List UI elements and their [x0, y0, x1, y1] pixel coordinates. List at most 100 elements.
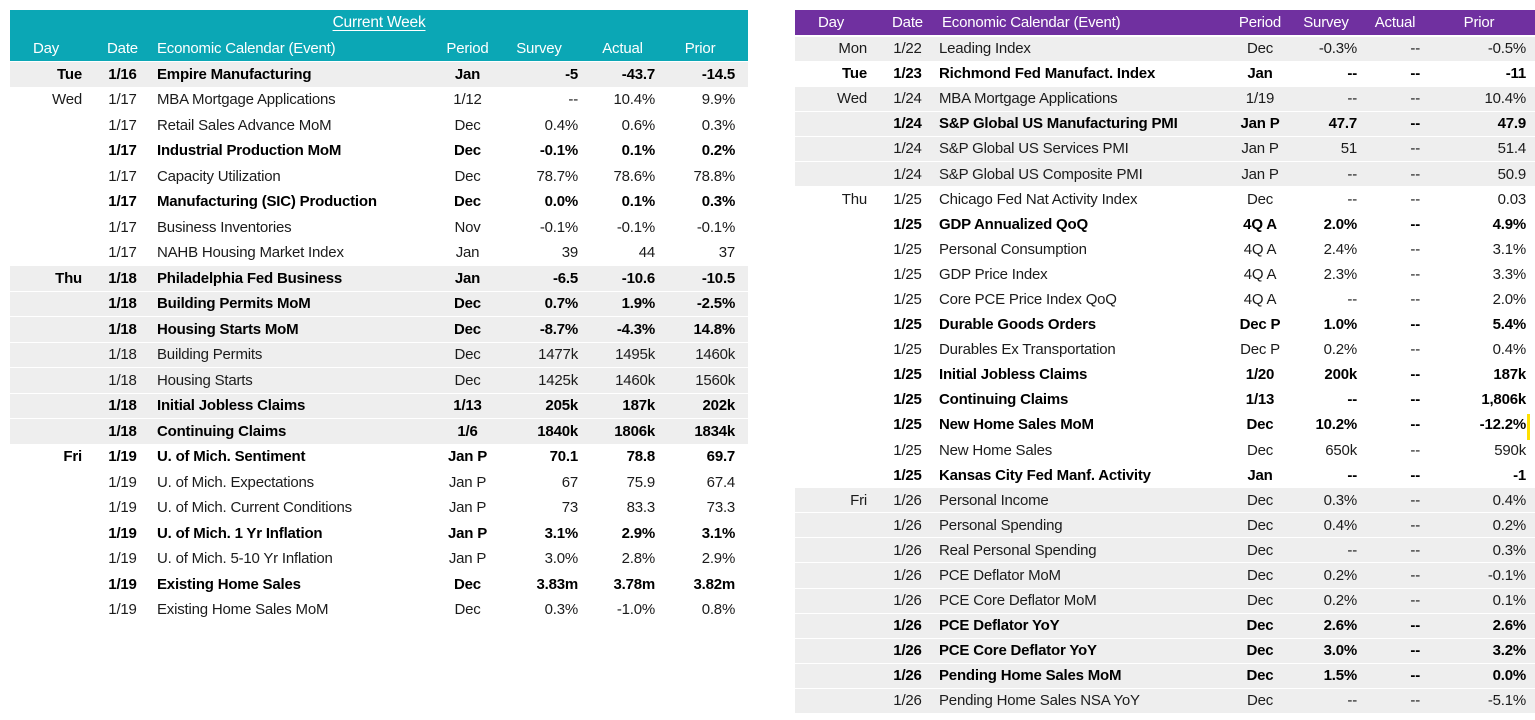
cell-survey: 0.3% [1295, 487, 1370, 514]
cell-prior: 202k [665, 393, 749, 419]
cell-survey: 78.7% [500, 163, 590, 190]
cell-period: Dec [435, 291, 500, 317]
cell-survey: 1840k [500, 418, 590, 445]
cell-period: 4Q A [1225, 236, 1295, 263]
cell-date: 1/19 [95, 571, 150, 598]
cell-date: 1/25 [880, 387, 935, 413]
column-header-survey: Survey [1295, 10, 1370, 37]
cell-event: Kansas City Fed Manf. Activity [935, 462, 1225, 489]
cell-actual: -- [1370, 562, 1432, 589]
column-header-survey: Survey [500, 36, 590, 62]
table-row: 1/18 Continuing Claims 1/6 1840k 1806k 1834k [10, 418, 749, 445]
cell-prior: 78.8% [665, 163, 749, 190]
cell-actual: -- [1370, 537, 1432, 564]
cell-date: 1/24 [880, 161, 935, 188]
cell-day: Wed [795, 86, 880, 112]
cell-prior: 69.7 [665, 444, 749, 470]
cell-actual: 2.8% [590, 546, 665, 572]
cell-date: 1/25 [880, 261, 935, 288]
cell-event: Building Permits MoM [150, 291, 435, 317]
cell-survey: 0.3% [500, 597, 590, 623]
cell-survey: -- [1295, 688, 1370, 715]
cell-day [10, 240, 95, 266]
cell-actual: -0.1% [590, 214, 665, 241]
cell-event: Initial Jobless Claims [935, 362, 1225, 388]
cell-period: Jan P [435, 520, 500, 547]
cell-actual: -- [1370, 437, 1432, 464]
column-header-day: Day [10, 36, 95, 62]
cell-day [795, 286, 880, 313]
cell-survey: -- [500, 87, 590, 113]
cell-period: Jan P [435, 546, 500, 572]
cell-date: 1/18 [95, 342, 150, 368]
cell-survey: -6.5 [500, 265, 590, 292]
cell-actual: -- [1370, 61, 1432, 87]
cell-event: PCE Core Deflator YoY [935, 638, 1225, 664]
cell-prior: 1460k [665, 342, 749, 368]
cell-prior: 3.3% [1432, 261, 1535, 288]
cell-day [10, 520, 95, 547]
cell-prior: 4.9% [1432, 211, 1535, 238]
cell-period: Dec [435, 112, 500, 139]
current-week-body: Tue 1/16 Empire Manufacturing Jan -5 -43.7 -14… [10, 61, 749, 623]
cell-survey: 2.0% [1295, 211, 1370, 238]
cell-survey: 70.1 [500, 444, 590, 470]
cell-prior: 3.2% [1432, 638, 1535, 664]
cell-day [10, 342, 95, 368]
table-row: Tue 1/23 Richmond Fed Manufact. Index Jan --… [795, 61, 1535, 87]
cell-period: Dec [1225, 688, 1295, 715]
cell-actual: -- [1370, 261, 1432, 288]
cell-event: PCE Core Deflator MoM [935, 588, 1225, 614]
cell-survey: 0.4% [500, 112, 590, 139]
cell-event: Manufacturing (SIC) Production [150, 189, 435, 215]
cell-day [10, 546, 95, 572]
cell-event: Existing Home Sales MoM [150, 597, 435, 623]
column-header-event: Economic Calendar (Event) [935, 10, 1225, 37]
cell-period: Dec [435, 163, 500, 190]
cell-day: Thu [10, 265, 95, 292]
cell-actual: -1.0% [590, 597, 665, 623]
cell-date: 1/26 [880, 638, 935, 664]
cell-actual: 83.3 [590, 495, 665, 521]
cell-prior: 0.4% [1432, 337, 1535, 363]
cell-survey: 200k [1295, 362, 1370, 388]
cell-survey: -- [1295, 387, 1370, 413]
cell-actual: -- [1370, 362, 1432, 388]
cell-day [10, 316, 95, 343]
cell-actual: -- [1370, 286, 1432, 313]
current-week-header-row: Day Date Economic Calendar (Event) Period Su… [10, 36, 749, 62]
cell-survey: 0.2% [1295, 562, 1370, 589]
cell-date: 1/25 [880, 337, 935, 363]
cell-survey: 3.1% [500, 520, 590, 547]
column-header-date: Date [95, 36, 150, 62]
table-row: 1/25 New Home Sales MoM Dec 10.2% -- -12.2% [795, 412, 1535, 439]
cell-date: 1/25 [880, 186, 935, 213]
cell-survey: 1.5% [1295, 663, 1370, 689]
cell-date: 1/25 [880, 312, 935, 338]
cell-event: Retail Sales Advance MoM [150, 112, 435, 139]
cell-survey: 67 [500, 469, 590, 496]
cell-prior: 5.4% [1432, 312, 1535, 338]
cell-actual: -- [1370, 211, 1432, 238]
cell-date: 1/19 [95, 520, 150, 547]
cell-actual: -- [1370, 312, 1432, 338]
cell-date: 1/23 [880, 61, 935, 87]
cell-prior: 37 [665, 240, 749, 266]
table-row: 1/24 S&P Global US Services PMI Jan P 51 -- 5… [795, 136, 1535, 162]
cell-event: MBA Mortgage Applications [150, 87, 435, 113]
cell-date: 1/26 [880, 688, 935, 715]
cell-actual: -- [1370, 186, 1432, 213]
table-row: Tue 1/16 Empire Manufacturing Jan -5 -43.7 -14… [10, 61, 749, 88]
cell-survey: 0.0% [500, 189, 590, 215]
cell-actual: 75.9 [590, 469, 665, 496]
cell-event: Continuing Claims [150, 418, 435, 445]
cell-period: Jan P [435, 469, 500, 496]
cell-event: PCE Deflator YoY [935, 613, 1225, 639]
cell-prior: -2.5% [665, 291, 749, 317]
cell-survey: -5 [500, 61, 590, 88]
cell-event: Personal Consumption [935, 236, 1225, 263]
cell-survey: -- [1295, 86, 1370, 112]
cell-survey: 2.6% [1295, 613, 1370, 639]
cell-event: U. of Mich. Expectations [150, 469, 435, 496]
table-row: 1/26 PCE Core Deflator MoM Dec 0.2% -- 0.1% [795, 588, 1535, 614]
